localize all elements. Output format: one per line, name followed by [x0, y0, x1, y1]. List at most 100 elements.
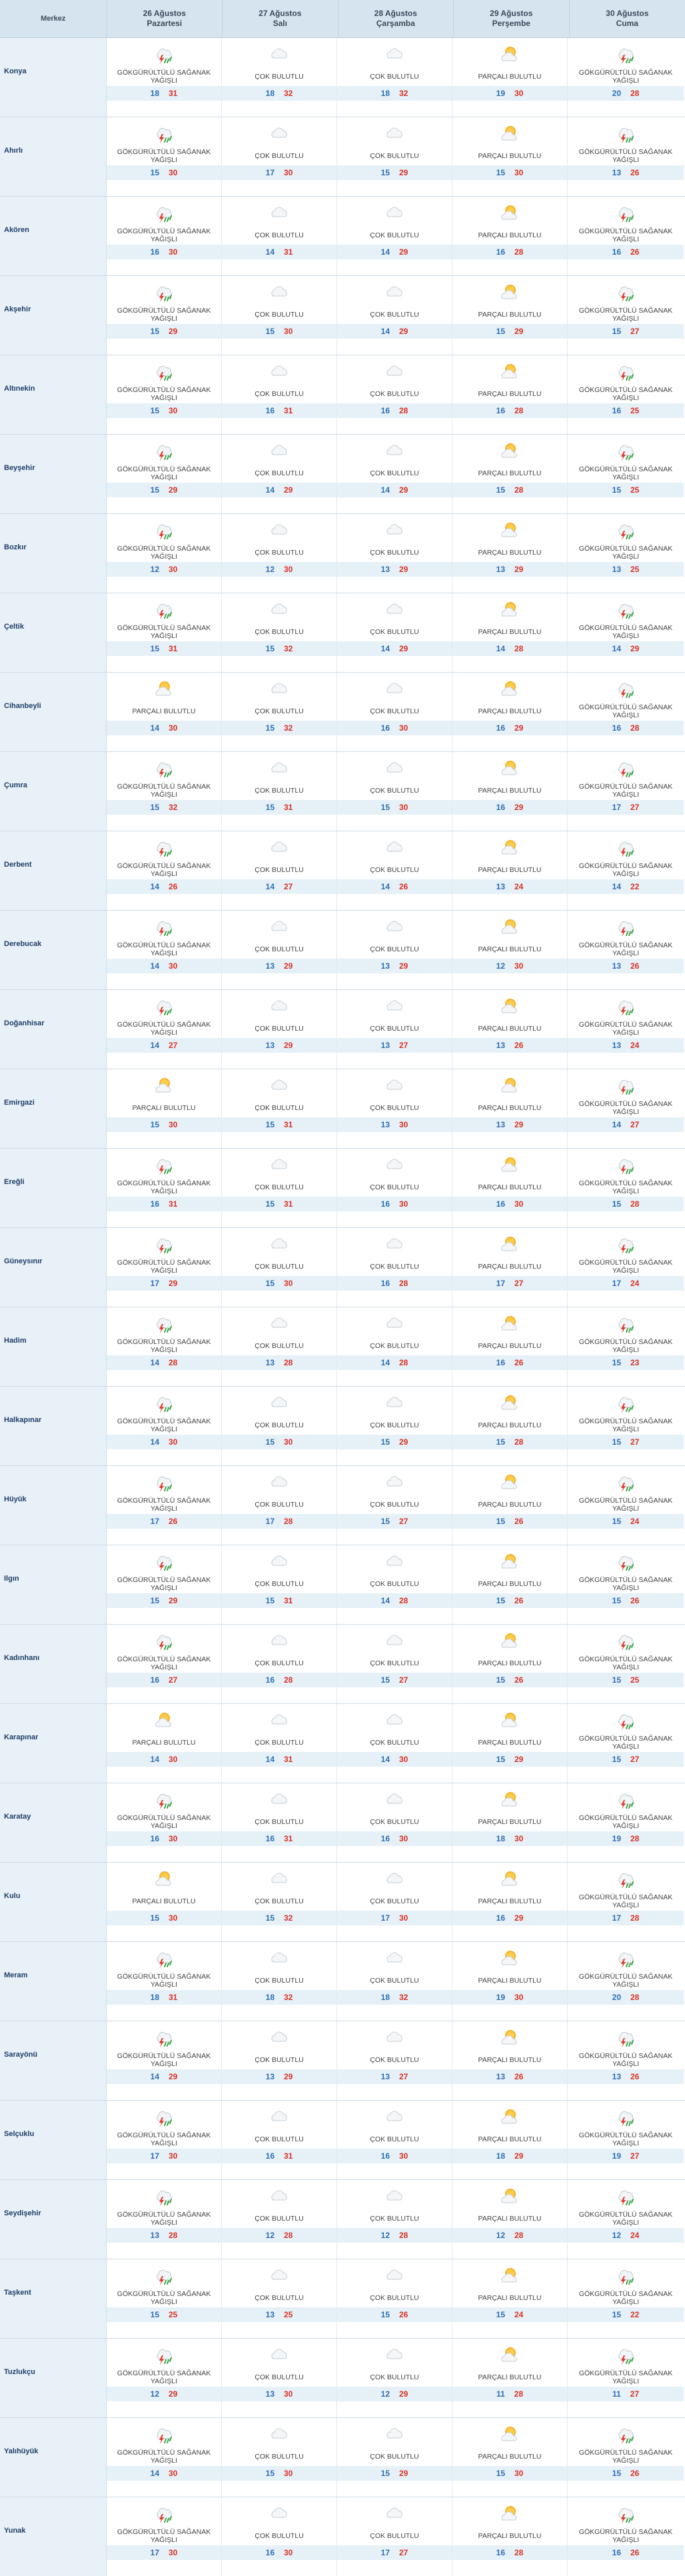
condition-label: ÇOK BULUTLU — [370, 73, 419, 81]
temperature-band: 16 31 — [222, 1831, 337, 1846]
temp-min: 13 — [380, 1041, 390, 1050]
temperature-band: 16 28 — [568, 721, 684, 735]
condition-label: ÇOK BULUTLU — [370, 2373, 419, 2381]
condition-label: GÖKGÜRÜLTÜLÜ SAĞANAK YAĞIŞLI — [578, 1893, 673, 1909]
temp-min: 13 — [265, 961, 275, 971]
temperature-band: 15 26 — [452, 1593, 567, 1608]
temp-max: 30 — [284, 565, 293, 574]
forecast-cell: PARÇALI BULUTLU 15 30 — [452, 117, 568, 196]
temp-max: 30 — [399, 2151, 408, 2161]
condition-label: PARÇALI BULUTLU — [478, 2532, 542, 2540]
partly-cloudy-icon — [499, 1154, 520, 1175]
district-name: Emirgazi — [0, 1069, 107, 1148]
temp-max: 28 — [514, 644, 524, 653]
temperature-band: 15 25 — [107, 2307, 221, 2322]
temp-min: 15 — [150, 2310, 159, 2319]
forecast-cell: ÇOK BULUTLU 15 26 — [337, 2259, 452, 2338]
temp-min: 18 — [496, 1834, 505, 1843]
temperature-band: 15 32 — [222, 721, 337, 735]
condition-label: ÇOK BULUTLU — [370, 2294, 419, 2302]
partly-cloudy-icon — [499, 1551, 520, 1572]
condition-label: PARÇALI BULUTLU — [478, 707, 542, 715]
temp-max: 28 — [514, 406, 524, 415]
condition-label: PARÇALI BULUTLU — [478, 1977, 542, 1985]
thunderstorm-rain-icon — [153, 2185, 175, 2207]
temp-max: 30 — [514, 168, 524, 177]
temp-min: 15 — [265, 1120, 275, 1129]
district-name: Güneysınır — [0, 1228, 107, 1307]
temperature-band: 18 31 — [107, 1990, 221, 2005]
forecast-cell: GÖKGÜRÜLTÜLÜ SAĞANAK YAĞIŞLI 16 26 — [568, 2497, 684, 2576]
temp-max: 26 — [169, 882, 178, 891]
temp-min: 16 — [496, 1913, 505, 1923]
table-row: Ereğli GÖKGÜRÜLTÜLÜ SAĞANAK YAĞIŞLI 16 31 ÇO… — [0, 1149, 685, 1228]
condition-label: ÇOK BULUTLU — [370, 1818, 419, 1826]
temperature-band: 14 29 — [337, 641, 452, 656]
temp-min: 13 — [612, 565, 621, 574]
temp-min: 14 — [265, 247, 275, 257]
temp-max: 31 — [284, 1755, 293, 1764]
thunderstorm-rain-icon — [615, 599, 636, 620]
temp-max: 27 — [630, 1120, 640, 1129]
temperature-band: 17 26 — [107, 1514, 221, 1529]
temp-min: 12 — [150, 565, 159, 574]
forecast-cell: ÇOK BULUTLU 14 31 — [222, 1704, 337, 1783]
header-day-3: 28 Ağustos Çarşamba — [339, 0, 454, 37]
temp-max: 28 — [169, 1358, 178, 1367]
temp-min: 14 — [380, 644, 390, 653]
forecast-cell: PARÇALI BULUTLU 15 26 — [452, 1466, 568, 1545]
thunderstorm-rain-icon — [615, 1551, 636, 1572]
partly-cloudy-icon — [499, 519, 520, 541]
condition-label: GÖKGÜRÜLTÜLÜ SAĞANAK YAĞIŞLI — [117, 227, 211, 243]
condition-label: GÖKGÜRÜLTÜLÜ SAĞANAK YAĞIŞLI — [117, 1338, 211, 1354]
temp-max: 31 — [169, 89, 178, 98]
temp-min: 16 — [150, 1834, 159, 1843]
temp-max: 26 — [514, 1675, 524, 1685]
condition-label: ÇOK BULUTLU — [370, 1739, 419, 1747]
temperature-band: 14 27 — [107, 1038, 221, 1053]
thunderstorm-rain-icon — [153, 281, 175, 303]
temp-min: 15 — [265, 1437, 275, 1447]
temp-min: 13 — [265, 2310, 275, 2319]
temperature-band: 19 30 — [452, 86, 567, 101]
condition-label: GÖKGÜRÜLTÜLÜ SAĞANAK YAĞIŞLI — [578, 862, 673, 878]
temp-max: 29 — [169, 2389, 178, 2399]
temp-min: 13 — [612, 961, 621, 971]
temp-max: 29 — [284, 961, 293, 971]
temp-min: 14 — [150, 882, 159, 891]
forecast-cell: ÇOK BULUTLU 16 30 — [337, 673, 452, 751]
temperature-band: 15 26 — [568, 2466, 684, 2481]
condition-label: ÇOK BULUTLU — [255, 628, 304, 636]
temperature-band: 15 24 — [452, 2307, 567, 2322]
temp-min: 16 — [496, 406, 505, 415]
forecast-cell: ÇOK BULUTLU 15 30 — [222, 2418, 337, 2497]
partly-cloudy-icon — [499, 281, 520, 303]
condition-label: ÇOK BULUTLU — [255, 1739, 304, 1747]
partly-cloudy-icon — [499, 361, 520, 382]
temp-max: 32 — [284, 1993, 293, 2002]
forecast-cell: GÖKGÜRÜLTÜLÜ SAĞANAK YAĞIŞLI 17 26 — [107, 1466, 222, 1545]
temperature-band: 13 30 — [222, 2387, 337, 2401]
temperature-band: 17 27 — [337, 2545, 452, 2560]
condition-label: ÇOK BULUTLU — [255, 2215, 304, 2223]
thunderstorm-rain-icon — [615, 1868, 636, 1889]
cloudy-icon — [384, 916, 405, 937]
temp-min: 14 — [150, 1358, 159, 1367]
header-weekday: Cuma — [616, 19, 638, 28]
temperature-band: 13 27 — [337, 1038, 452, 1053]
temperature-band: 19 28 — [568, 1831, 684, 1846]
cloudy-icon — [269, 678, 290, 699]
table-row: Çumra GÖKGÜRÜLTÜLÜ SAĞANAK YAĞIŞLI 15 32 ÇOK… — [0, 752, 685, 831]
thunderstorm-rain-icon — [153, 2027, 175, 2048]
temp-max: 30 — [169, 168, 178, 177]
district-name: Halkapınar — [0, 1387, 107, 1465]
cloudy-icon — [269, 519, 290, 541]
district-name: Hüyük — [0, 1466, 107, 1545]
temperature-band: 16 30 — [222, 2545, 337, 2560]
temp-max: 29 — [399, 247, 408, 257]
temp-min: 15 — [265, 723, 275, 733]
temperature-band: 15 29 — [337, 165, 452, 180]
cloudy-icon — [384, 1709, 405, 1731]
condition-label: ÇOK BULUTLU — [255, 1025, 304, 1033]
temp-max: 27 — [630, 327, 640, 336]
